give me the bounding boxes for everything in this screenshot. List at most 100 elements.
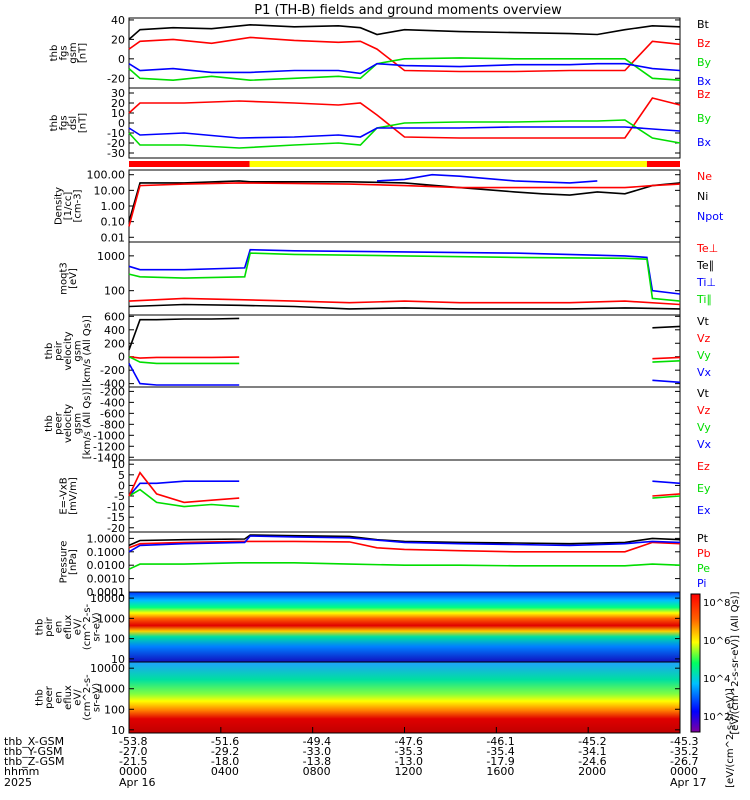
date-label: Apr 16 <box>119 776 156 789</box>
y-tick-label: 600 <box>104 310 125 323</box>
legend-entry: Bz <box>697 37 711 50</box>
y-tick-label: 0.0100 <box>87 559 126 572</box>
y-axis-label: peir <box>54 340 65 360</box>
y-axis-label: (cm^2-s- <box>82 603 93 650</box>
series-line-red <box>128 182 681 227</box>
series-line-green <box>652 360 681 363</box>
legend-entry: Ti∥ <box>696 293 712 306</box>
panel-density: 100.00 10.00 1.00 0.10 0.01 Density[1/cc][cm-… <box>54 169 724 245</box>
y-tick-label: -400 <box>100 378 125 391</box>
y-axis-label: gsm <box>73 340 84 361</box>
x-gsm-value: -47.6 <box>395 735 423 748</box>
y-axis-label: Pressure <box>58 541 69 584</box>
y-tick-label: 400 <box>104 324 125 337</box>
series-line-red <box>128 355 240 359</box>
x-tick-label: 2000 <box>578 765 606 778</box>
colorbar-tick-label: 10^6 <box>703 636 730 647</box>
y-tick-label: 1000 <box>97 612 125 625</box>
series-line-blue <box>652 480 681 485</box>
y-axis-label: peer <box>54 411 65 435</box>
y-tick-label: 1000 <box>97 683 125 696</box>
x-tick-label: 0800 <box>303 765 331 778</box>
y-axis-label: thb <box>49 115 60 132</box>
legend-entry: Vx <box>697 366 712 379</box>
mode-bar-segment <box>129 161 250 167</box>
y-axis-label: gsm <box>73 413 84 434</box>
y-tick-label: -200 <box>100 364 125 377</box>
legend-entry: By <box>697 56 712 69</box>
y-tick-label: 0 <box>118 53 125 66</box>
panel-peer_eflux: 10000 1000 100 10 thbpeerenefluxeV/(cm^2-s-s… <box>35 661 681 737</box>
z-gsm-value: -21.5 <box>119 755 147 768</box>
series-line-black <box>128 23 681 41</box>
y-gsm-value: -33.0 <box>303 745 331 758</box>
y-axis-label: [eV] <box>68 268 79 289</box>
plot-frame <box>128 241 681 316</box>
y-tick-label: 100.00 <box>87 169 126 182</box>
y-tick-label: 0.01 <box>101 231 126 244</box>
y-gsm-value: -35.2 <box>670 745 698 758</box>
colorbar-label: [eV/(cm^2-s-sr-eV)] (All Qs)] <box>730 591 741 734</box>
legend-entry: Ez <box>697 460 710 473</box>
y-tick-label: 100 <box>104 703 125 716</box>
x-tick-label: 1600 <box>486 765 514 778</box>
colorbar-label-bottom: [eV/(cm^2-s-sr-eV)] <box>725 688 736 788</box>
legend-entry: Vx <box>697 438 712 451</box>
y-tick-label: 100 <box>104 285 125 298</box>
colorbar-tick-label: 10^8 <box>703 598 730 609</box>
y-axis-label: [nT] <box>77 43 88 63</box>
legend-entry: Bz <box>697 88 711 101</box>
y-tick-label: 5 <box>118 469 125 482</box>
spectrogram-peir_eflux <box>129 592 680 662</box>
legend-entry: Pb <box>697 547 711 560</box>
series-line-red <box>128 36 681 73</box>
time-row-label: thb_Z-GSM <box>4 755 64 768</box>
x-tick-label: 0000 <box>119 765 147 778</box>
y-tick-label: 200 <box>104 337 125 350</box>
time-row-label: thb_Y-GSM <box>4 745 63 758</box>
legend-entry: Vy <box>697 421 711 434</box>
legend-entry: Pt <box>697 532 709 545</box>
y-gsm-value: -34.1 <box>578 745 606 758</box>
x-gsm-value: -46.1 <box>486 735 514 748</box>
y-tick-label: 0 <box>118 479 125 492</box>
y-axis-label: [km/s (All Qs)] <box>82 315 93 387</box>
y-tick-label: 0 <box>118 351 125 364</box>
y-tick-label: -30 <box>107 147 125 160</box>
y-axis-label: thb <box>44 343 55 360</box>
legend-entry: Pe <box>697 562 710 575</box>
time-row-label: 2025 <box>4 776 32 789</box>
series-line-blue <box>376 173 598 184</box>
series-line-blue <box>128 126 681 139</box>
panel-temperature: 1000 100 moqt3[eV] Te⊥ Te∥ Ti⊥ Ti∥ <box>58 241 718 316</box>
y-tick-label: -400 <box>100 396 125 409</box>
legend-entry: Ne <box>697 170 712 183</box>
legend-entry: Bt <box>697 18 710 31</box>
legend-entry: Bx <box>697 75 712 88</box>
mode-bar-segment <box>249 161 647 167</box>
y-tick-label: -20 <box>107 137 125 150</box>
y-tick-label: 10000 <box>90 592 125 605</box>
y-tick-label: -600 <box>100 407 125 420</box>
y-gsm-value: -35.3 <box>395 745 423 758</box>
z-gsm-value: -17.9 <box>486 755 514 768</box>
plot-frame <box>128 169 681 243</box>
y-axis-label: (cm^2-s- <box>82 674 93 721</box>
y-tick-label: -20 <box>107 72 125 85</box>
series-line-green <box>128 355 240 365</box>
colorbar <box>690 593 701 733</box>
y-tick-label: 1000 <box>97 250 125 263</box>
series-line-blue <box>128 363 240 386</box>
y-tick-label: -1400 <box>93 451 125 464</box>
legend-entry: Te⊥ <box>696 242 718 255</box>
y-axis-label: moqt3 <box>58 262 69 295</box>
y-axis-label: peer <box>44 685 55 709</box>
y-axis-label: [mV/m] <box>68 477 79 515</box>
y-axis-label: [cm-3] <box>73 189 84 222</box>
series-line-blue <box>128 535 681 553</box>
panel-peir_eflux: 10000 1000 100 10 thbpeirenefluxeV/(cm^2-s-s… <box>35 591 681 666</box>
y-axis-label: Density <box>54 187 65 225</box>
